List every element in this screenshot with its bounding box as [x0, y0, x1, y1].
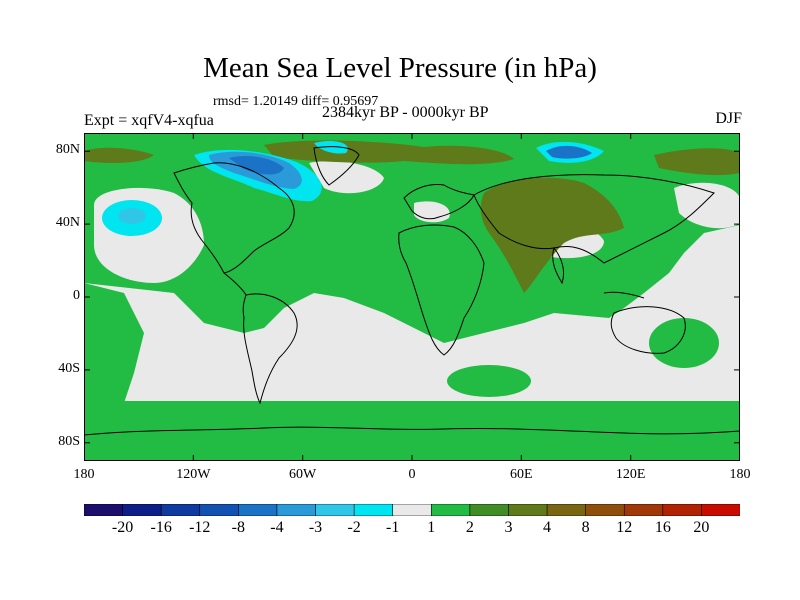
colorbar: [84, 504, 740, 516]
colorbar-swatch: [84, 504, 124, 516]
colorbar-swatch: [662, 504, 702, 516]
experiment-label: Expt = xqfV4-xqfua: [84, 112, 214, 129]
colorbar-swatch: [238, 504, 278, 516]
colorbar-swatch: [508, 504, 548, 516]
colorbar-label: -8: [231, 519, 246, 536]
colorbar-label: 20: [693, 519, 710, 536]
stats-label: rmsd= 1.20149 diff= 0.95697: [213, 94, 379, 109]
colorbar-swatch: [122, 504, 162, 516]
colorbar-label: -16: [150, 519, 172, 536]
colorbar-label: -4: [270, 519, 284, 536]
colorbar-label: -20: [111, 519, 134, 536]
colorbar-label: -12: [189, 519, 211, 536]
lat-tick-label: 80S: [58, 433, 80, 449]
colorbar-swatch: [469, 504, 509, 516]
lat-tick-label: 40S: [58, 360, 80, 376]
colorbar-swatch: [546, 504, 587, 516]
lat-tick-label: 80N: [55, 142, 80, 158]
lon-tick-label: 120W: [176, 467, 211, 482]
colorbar-swatch: [353, 504, 394, 516]
colorbar-label: 16: [654, 519, 671, 536]
coastlines: [84, 146, 740, 436]
lon-tick-label: 180: [729, 467, 751, 482]
colorbar-label: 2: [465, 519, 474, 536]
period-label: 2384kyr BP - 0000kyr BP: [322, 104, 489, 121]
colorbar-label: 1: [427, 519, 436, 536]
colorbar-label: 3: [504, 519, 513, 536]
colorbar-swatch: [430, 504, 471, 516]
lon-tick-label: 120E: [615, 467, 646, 482]
colorbar-label: -3: [308, 519, 323, 536]
colorbar-label: 12: [616, 519, 633, 536]
colorbar-label: 4: [543, 519, 552, 536]
season-label: DJF: [715, 110, 742, 127]
colorbar-swatch: [160, 504, 201, 516]
lon-tick-label: 0: [408, 467, 416, 482]
lon-tick-label: 60W: [289, 467, 317, 482]
tick-marks: [84, 133, 740, 461]
pressure-map: [84, 133, 740, 461]
colorbar-swatch: [585, 504, 625, 516]
colorbar-swatch: [392, 504, 432, 516]
lat-tick-label: 0: [73, 288, 80, 303]
colorbar-label: -1: [386, 519, 400, 536]
colorbar-label: -2: [347, 519, 361, 536]
colorbar-swatch: [315, 504, 355, 516]
colorbar-swatch: [199, 504, 239, 516]
lat-tick-label: 40N: [55, 215, 80, 231]
figure-title: Mean Sea Level Pressure (in hPa): [203, 52, 597, 84]
colorbar-swatch: [276, 504, 317, 516]
lon-tick-label: 60E: [510, 467, 533, 482]
colorbar-swatch: [623, 504, 664, 516]
colorbar-label: 8: [581, 519, 590, 536]
colorbar-swatch: [701, 504, 740, 516]
lon-tick-label: 180: [73, 467, 95, 482]
